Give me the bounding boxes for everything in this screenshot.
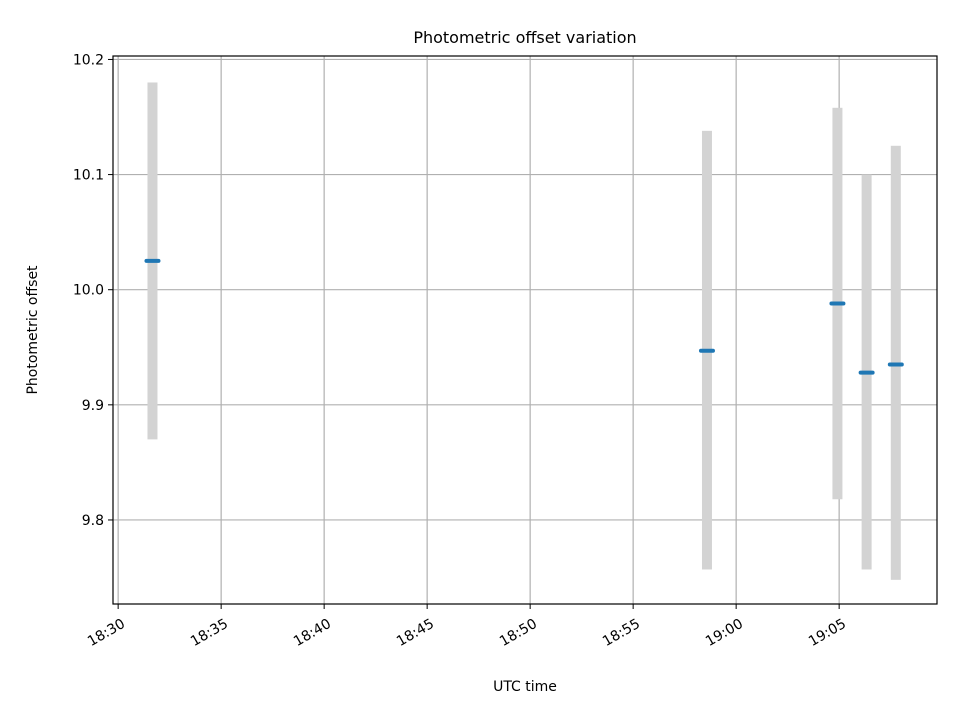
x-tick-label: 18:40 <box>291 616 334 650</box>
x-tick-label: 19:05 <box>806 616 849 650</box>
y-tick-label: 10.2 <box>73 52 104 68</box>
y-tick-label: 9.9 <box>82 398 104 414</box>
y-tick-label: 9.8 <box>82 513 104 529</box>
x-tick-label: 18:45 <box>394 616 437 650</box>
y-tick-label: 10.1 <box>73 168 104 184</box>
x-tick-label: 18:50 <box>497 616 540 650</box>
chart-title: Photometric offset variation <box>413 28 636 47</box>
plot-frame <box>112 55 938 605</box>
x-tick-label: 18:35 <box>188 616 231 650</box>
x-tick-label: 18:55 <box>600 616 643 650</box>
errorbars <box>147 82 901 580</box>
grid <box>113 56 937 604</box>
x-tick-label: 19:00 <box>703 616 746 650</box>
x-tick-label: 18:30 <box>85 616 128 650</box>
y-tick-label: 10.0 <box>73 283 104 299</box>
x-axis-label: UTC time <box>493 679 557 695</box>
x-axis-ticks: 18:30 18:35 18:40 18:45 18:50 18:55 19:00 19:05 <box>85 604 849 650</box>
data-points <box>144 258 904 375</box>
y-axis-label: Photometric offset <box>25 265 41 395</box>
y-axis-ticks: 9.8 9.9 10.0 10.1 10.2 <box>73 52 113 529</box>
